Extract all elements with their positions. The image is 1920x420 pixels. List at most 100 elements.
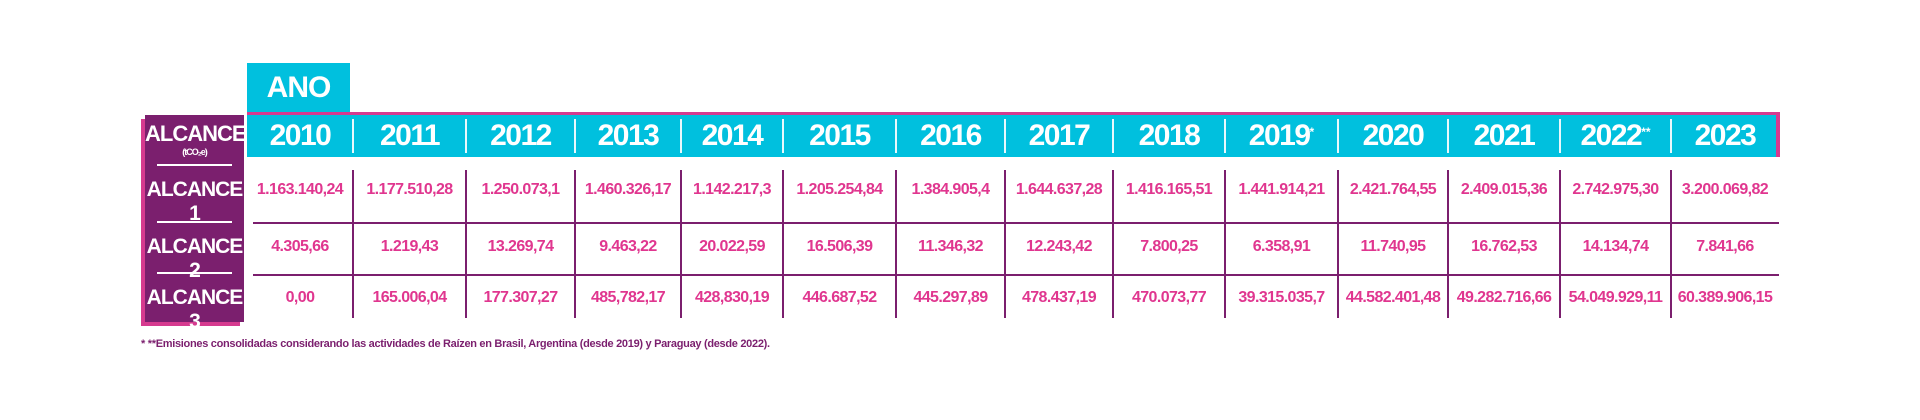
- column-divider: [895, 170, 897, 318]
- column-divider: [1559, 170, 1561, 318]
- header-divider: [352, 119, 354, 153]
- table-cell: 1.384.905,4: [911, 181, 991, 198]
- column-divider: [782, 170, 784, 318]
- table-cell: 1.441.914,21: [1238, 181, 1325, 198]
- scope-header: ALCANCE: [145, 121, 247, 146]
- table-cell: 2.421.764,55: [1349, 181, 1437, 198]
- year-header-2015: 2015: [783, 115, 896, 157]
- table-cell: 11.740,95: [1360, 238, 1427, 255]
- year-header-2019: 2019 *: [1225, 115, 1338, 157]
- year-label: 2017: [1028, 119, 1091, 152]
- header-divider: [1559, 119, 1561, 153]
- table-cell: 2.742.975,30: [1572, 181, 1659, 198]
- table-cell: 16.762,53: [1471, 238, 1537, 255]
- unit-label: (tCO₂e): [182, 147, 208, 157]
- header-divider: [782, 119, 784, 153]
- header-divider: [1224, 119, 1226, 153]
- column-divider: [1337, 170, 1339, 318]
- footnote-mark: *: [1309, 125, 1315, 139]
- header-divider: [1004, 119, 1006, 153]
- scope-separator: [157, 221, 232, 223]
- column-divider: [680, 170, 682, 318]
- table-cell: 1.250.073,1: [481, 181, 561, 198]
- footnote-mark: **: [1641, 125, 1651, 139]
- table-cell: 1.163.140,24: [256, 181, 344, 198]
- table-cell: 49.282.716,66: [1456, 289, 1552, 306]
- year-header-2012: 2012: [466, 115, 575, 157]
- year-label: 2012: [490, 119, 552, 152]
- table-cell: 14.134,74: [1582, 238, 1649, 255]
- header-divider: [895, 119, 897, 153]
- footnote: * **Emisiones consolidadas considerando …: [141, 338, 770, 350]
- year-label: 2022: [1580, 119, 1642, 152]
- table-cell: 165.006,04: [372, 289, 447, 306]
- table-cell: 428,830,19: [694, 289, 770, 306]
- year-header-2023: 2023: [1671, 115, 1779, 157]
- table-cell: 7.800,25: [1140, 238, 1198, 255]
- scope-label: ALCANCE 1: [146, 178, 244, 225]
- table-cell: 1.644.637,28: [1015, 181, 1103, 198]
- year-header-2022: 2022 **: [1560, 115, 1671, 157]
- year-header-2018: 2018: [1113, 115, 1225, 157]
- year-label: 2013: [597, 119, 660, 152]
- column-divider: [1112, 170, 1114, 318]
- table-cell: 6.358,91: [1252, 238, 1311, 255]
- table-cell: 12.243,42: [1026, 238, 1092, 255]
- year-label: 2018: [1138, 119, 1201, 152]
- table-cell: 44.582.401,48: [1345, 289, 1441, 306]
- column-divider: [1447, 170, 1449, 318]
- year-header-2021: 2021: [1448, 115, 1560, 157]
- header-divider: [1337, 119, 1339, 153]
- year-header-2010: 2010: [247, 115, 353, 157]
- year-label: 2019: [1248, 119, 1311, 152]
- year-label: 2015: [809, 119, 871, 152]
- table-cell: 485,782,17: [590, 289, 666, 306]
- table-cell: 11.346,32: [918, 238, 984, 255]
- year-header-2011: 2011: [353, 115, 466, 157]
- table-cell: 4.305,66: [271, 238, 329, 255]
- year-label: 2020: [1362, 119, 1425, 152]
- header-divider: [1447, 119, 1449, 153]
- header-divider: [574, 119, 576, 153]
- scope-label: ALCANCE 2: [146, 235, 244, 282]
- table-cell: 446.687,52: [802, 289, 877, 306]
- year-header-2020: 2020: [1338, 115, 1448, 157]
- year-header-2014: 2014: [681, 115, 783, 157]
- header-top-border: [247, 112, 1779, 115]
- year-header-2016: 2016: [896, 115, 1005, 157]
- table-cell: 16.506,39: [806, 238, 873, 255]
- column-divider: [1670, 170, 1672, 318]
- table-cell: 1.416.165,51: [1125, 181, 1213, 198]
- table-cell: 1.142.217,3: [693, 181, 772, 198]
- column-divider: [574, 170, 576, 318]
- table-cell: 177.307,27: [483, 289, 558, 306]
- year-label: 2023: [1694, 119, 1757, 152]
- table-cell: 7.841,66: [1696, 238, 1754, 255]
- header-divider: [1112, 119, 1114, 153]
- table-cell: 470.073,77: [1131, 289, 1207, 306]
- table-cell: 60.389.906,15: [1677, 289, 1773, 306]
- scope-separator: [157, 164, 232, 166]
- table-cell: 1.460.326,17: [584, 181, 672, 198]
- table-cell: 9.463,22: [599, 238, 657, 255]
- table-cell: 20.022,59: [699, 238, 765, 255]
- column-divider: [352, 170, 354, 318]
- table-cell: 0,00: [285, 289, 315, 306]
- row-divider: [253, 274, 1779, 276]
- scope-column: ALCANCE (tCO₂e) ALCANCE 1 ALCANCE 2 ALCANC…: [145, 115, 247, 333]
- table-cell: 478.437,19: [1021, 289, 1097, 306]
- year-group-label: ANO: [247, 63, 350, 112]
- scope-separator: [157, 272, 232, 274]
- year-header-row: 2010 2011 2012 2013 2014 2015 2016 2017 2018 2019…: [247, 115, 1776, 157]
- column-divider: [465, 170, 467, 318]
- row-divider: [253, 222, 1779, 224]
- table-cell: 39.315.035,7: [1238, 289, 1325, 306]
- header-divider: [1670, 119, 1672, 153]
- year-label: 2016: [920, 119, 982, 152]
- year-header-2013: 2013: [575, 115, 681, 157]
- year-label: 2011: [379, 119, 441, 152]
- header-divider: [680, 119, 682, 153]
- header-divider: [465, 119, 467, 153]
- table-cell: 3.200.069,82: [1681, 181, 1769, 198]
- year-header-2017: 2017: [1005, 115, 1113, 157]
